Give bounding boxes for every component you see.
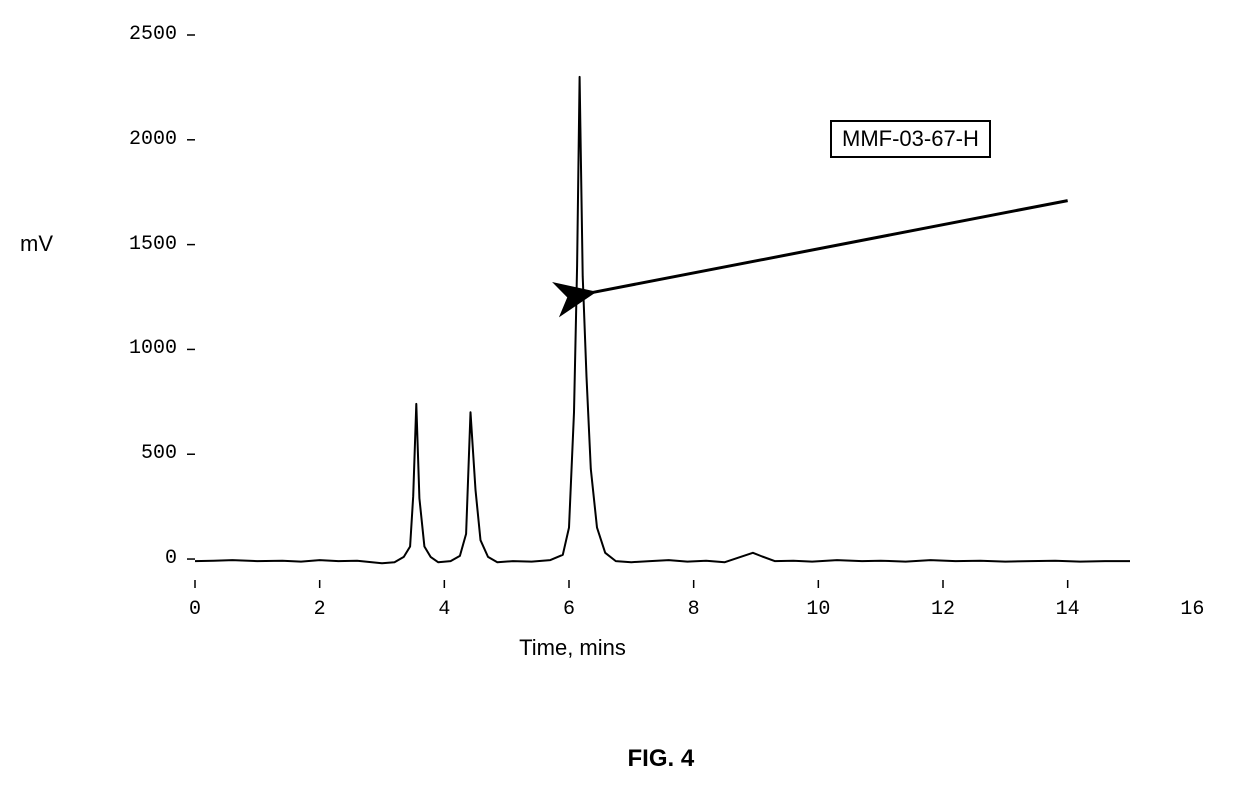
annotation-arrow <box>591 201 1068 293</box>
chromatogram-plot <box>0 0 1240 805</box>
figure-container: mV 05001000150020002500 0246810121416 Ti… <box>0 0 1240 805</box>
chromatogram-trace <box>195 77 1130 563</box>
